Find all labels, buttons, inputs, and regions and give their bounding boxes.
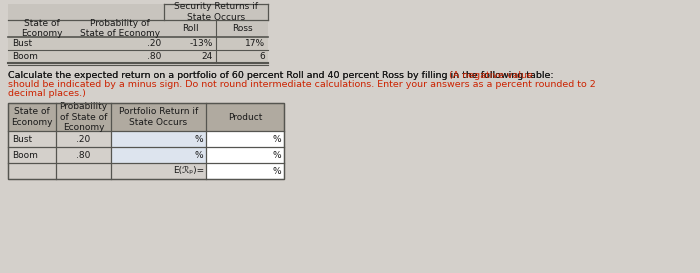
Text: %: % (272, 135, 281, 144)
Text: Security Returns if
State Occurs: Security Returns if State Occurs (174, 2, 258, 22)
Text: should be indicated by a minus sign. Do not round intermediate calculations. Ent: should be indicated by a minus sign. Do … (8, 80, 596, 89)
Text: .20: .20 (147, 39, 161, 48)
Text: %: % (272, 167, 281, 176)
Text: State of
Economy: State of Economy (11, 107, 52, 127)
Bar (8, 50, 268, 63)
Bar (164, 4, 268, 20)
Text: %: % (195, 150, 203, 159)
Text: 24: 24 (202, 52, 213, 61)
Text: decimal places.): decimal places.) (8, 89, 86, 98)
Text: .20: .20 (76, 135, 90, 144)
Bar (206, 147, 284, 163)
Text: %: % (272, 150, 281, 159)
Text: (A negative value: (A negative value (449, 71, 533, 80)
Bar (8, 103, 284, 131)
Text: Probability
of State of
Economy: Probability of State of Economy (60, 102, 108, 132)
Text: Boom: Boom (12, 52, 38, 61)
Bar (111, 147, 206, 163)
Bar (8, 103, 284, 179)
Text: Roll: Roll (182, 24, 198, 33)
Text: .80: .80 (146, 52, 161, 61)
Text: Calculate the expected return on a portfolio of 60 percent Roll and 40 percent R: Calculate the expected return on a portf… (8, 71, 557, 80)
Bar (8, 103, 284, 179)
Bar (206, 163, 284, 179)
Text: -13%: -13% (190, 39, 213, 48)
Bar (111, 131, 206, 147)
Text: Bust: Bust (12, 39, 32, 48)
Text: E(ℛₚ)=: E(ℛₚ)= (173, 167, 204, 176)
Text: Bust: Bust (12, 135, 32, 144)
Text: %: % (195, 135, 203, 144)
Text: 17%: 17% (245, 39, 265, 48)
Bar (206, 131, 284, 147)
Text: Ross: Ross (232, 24, 252, 33)
Text: Product: Product (228, 112, 262, 121)
Text: Boom: Boom (12, 150, 38, 159)
Text: State of
Economy: State of Economy (21, 19, 63, 38)
Text: .80: .80 (76, 150, 91, 159)
Bar (8, 4, 268, 37)
Text: Portfolio Return if
State Occurs: Portfolio Return if State Occurs (119, 107, 198, 127)
Bar (8, 37, 268, 50)
Text: Probability of
State of Economy: Probability of State of Economy (80, 19, 160, 38)
Text: Calculate the expected return on a portfolio of 60 percent Roll and 40 percent R: Calculate the expected return on a portf… (8, 71, 557, 80)
Text: 6: 6 (259, 52, 265, 61)
